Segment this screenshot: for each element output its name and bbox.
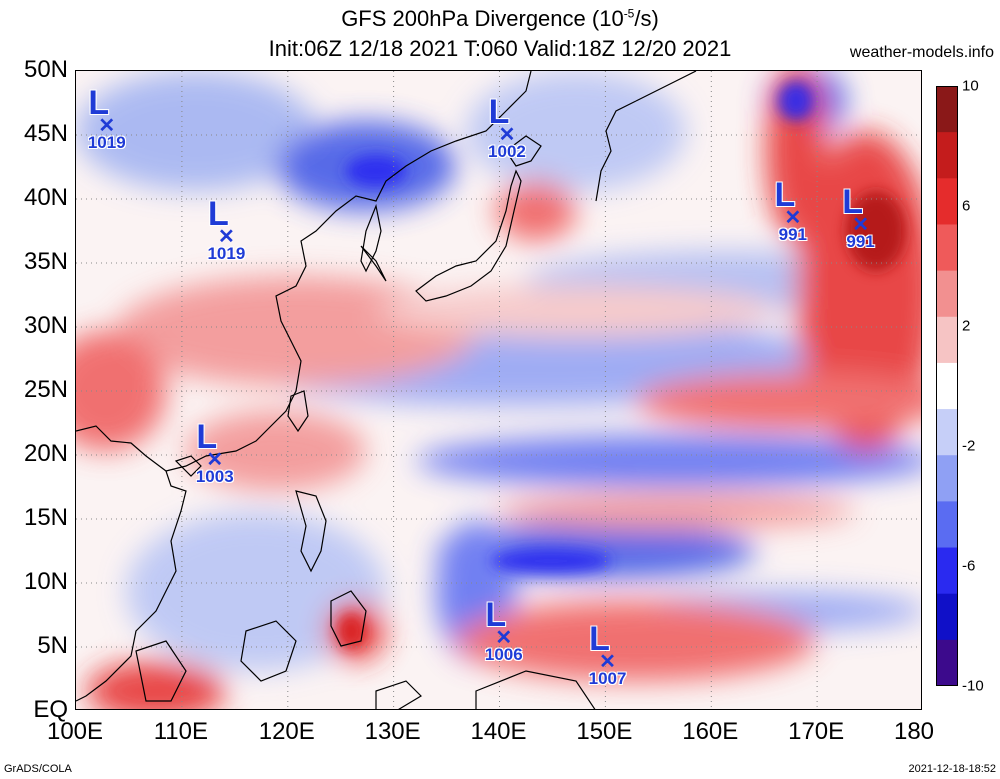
colorbar-swatch — [936, 639, 958, 686]
divergence-field — [76, 71, 921, 709]
colorbar-swatch — [936, 270, 958, 318]
lon-tick-label: 120E — [258, 718, 315, 745]
low-symbol: L — [88, 83, 110, 122]
low-center-icon: ✕ — [498, 123, 516, 146]
low-pressure-marker: L ✕ 1006 — [474, 598, 534, 664]
colorbar-swatch — [936, 547, 958, 595]
low-symbol: L — [488, 92, 510, 131]
low-pressure-marker: L ✕ 1007 — [578, 622, 638, 688]
low-center-icon: ✕ — [495, 626, 513, 649]
title-exponent: -5 — [623, 6, 635, 21]
low-pressure-value: 1003 — [195, 466, 234, 486]
colorbar-label: -2 — [962, 437, 976, 455]
colorbar-swatch — [936, 362, 958, 410]
colorbar-swatch — [936, 178, 958, 225]
low-pressure-marker: L ✕ 991 — [763, 178, 823, 244]
low-center-icon: ✕ — [852, 214, 869, 237]
lat-tick-label: 35N — [23, 248, 68, 275]
low-pressure-value: 1002 — [488, 141, 526, 161]
low-center-icon: ✕ — [218, 225, 235, 248]
colorbar-swatch — [936, 409, 958, 456]
lon-tick-label: 110E — [153, 718, 209, 745]
colorbar-frame — [936, 86, 958, 686]
lon-tick-label: 150E — [576, 718, 633, 745]
low-pressure-value: 1019 — [207, 243, 246, 263]
colorbar-swatch — [936, 501, 958, 549]
low-pressure-value: 991 — [778, 224, 808, 244]
low-pressure-value: 1007 — [588, 668, 627, 688]
site-credit: weather-models.info — [849, 44, 994, 61]
lon-tick-label: 170E — [788, 718, 845, 745]
coastlines — [76, 71, 697, 709]
colorbar-label: 2 — [962, 317, 971, 335]
low-pressure-value: 991 — [846, 232, 875, 252]
lon-tick-label: 140E — [470, 718, 527, 745]
lat-tick-label: 30N — [23, 312, 68, 339]
low-pressure-value: 1019 — [87, 132, 126, 152]
low-symbol: L — [196, 417, 218, 456]
colorbar-label: -10 — [962, 677, 984, 695]
colorbar-swatch — [936, 593, 958, 641]
lat-tick-label: 20N — [23, 440, 68, 467]
title-prefix: GFS 200hPa Divergence (10 — [341, 6, 624, 31]
lon-tick-label: 100E — [46, 718, 104, 745]
low-symbol: L — [842, 183, 863, 222]
colorbar-swatch — [936, 132, 958, 179]
lat-tick-label: 45N — [23, 120, 68, 147]
low-pressure-value: 1006 — [484, 644, 523, 664]
colorbar — [936, 86, 958, 686]
lat-tick-label: 50N — [23, 56, 68, 83]
low-symbol: L — [485, 595, 507, 634]
lat-tick-label: 40N — [23, 184, 68, 211]
lon-tick-label: 130E — [364, 718, 421, 745]
lat-tick-label: 5N — [37, 632, 68, 659]
colorbar-label: 10 — [962, 77, 979, 95]
lat-tick-label: EQ — [33, 696, 68, 723]
colorbar-label: -6 — [962, 557, 976, 575]
colorbar-swatch — [936, 455, 958, 502]
colorbar-swatch — [936, 86, 958, 133]
low-center-icon: ✕ — [784, 206, 802, 229]
low-center-icon: ✕ — [599, 650, 616, 673]
lon-tick-label: 180 — [893, 718, 935, 745]
map-plot-area — [75, 70, 922, 710]
colorbar-label: 6 — [962, 197, 971, 215]
lat-tick-label: 15N — [23, 504, 68, 531]
low-pressure-marker: L ✕ 1019 — [77, 86, 137, 152]
lat-tick-label: 10N — [23, 568, 68, 595]
low-symbol: L — [589, 619, 610, 658]
colorbar-swatch — [936, 316, 958, 364]
low-symbol: L — [208, 194, 229, 233]
lat-tick-label: 25N — [23, 376, 68, 403]
title-suffix: /s) — [634, 6, 659, 31]
colorbar-swatch — [936, 224, 958, 272]
chart-title: GFS 200hPa Divergence (10-5/s) — [0, 6, 1000, 32]
lon-tick-label: 160E — [682, 718, 739, 745]
low-pressure-marker: L ✕ 1003 — [185, 420, 245, 486]
low-pressure-marker: L ✕ 1019 — [196, 197, 256, 263]
low-center-icon: ✕ — [206, 448, 224, 471]
render-timestamp: 2021-12-18-18:52 — [908, 763, 996, 775]
low-pressure-marker: L ✕ 991 — [831, 185, 891, 252]
low-center-icon: ✕ — [98, 114, 116, 137]
low-symbol: L — [774, 175, 796, 214]
low-pressure-marker: L ✕ 1002 — [477, 95, 537, 161]
chart-subtitle: Init:06Z 12/18 2021 T:060 Valid:18Z 12/2… — [268, 36, 732, 61]
software-credit: GrADS/COLA — [4, 763, 72, 775]
